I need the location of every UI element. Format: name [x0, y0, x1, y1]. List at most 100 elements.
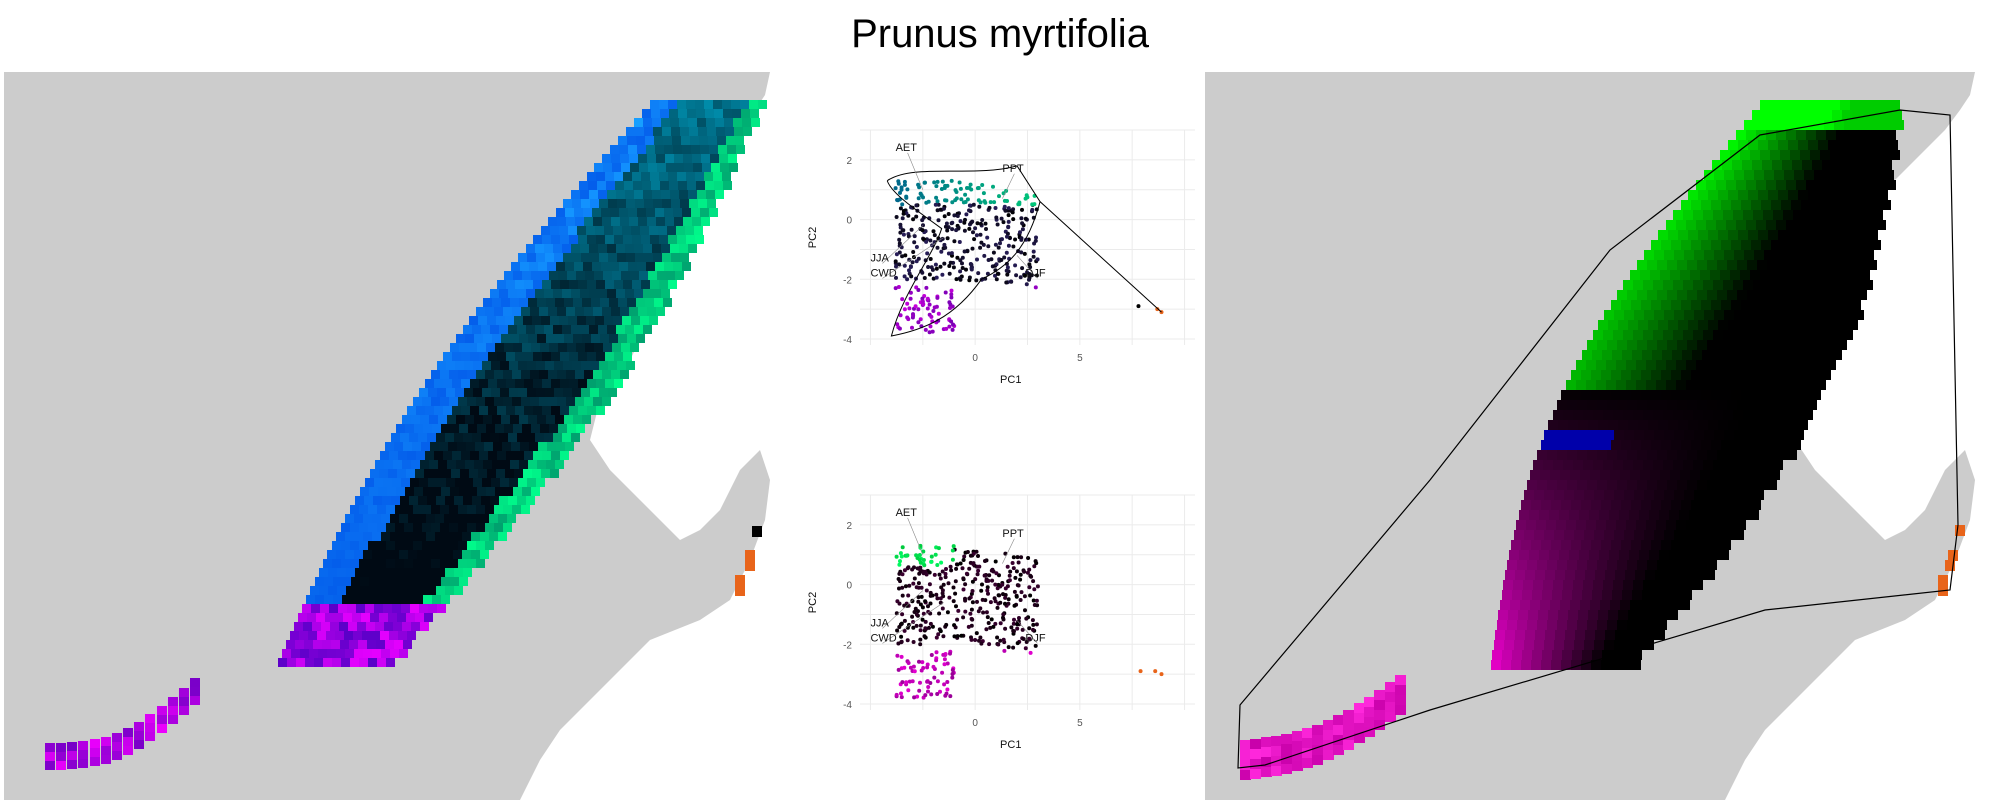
raster-cell [317, 631, 326, 640]
raster-cell [554, 253, 563, 262]
raster-cell [1751, 300, 1761, 310]
raster-cell [394, 640, 403, 649]
raster-cell [1561, 660, 1571, 670]
data-point [1027, 626, 1032, 631]
data-point [905, 187, 910, 192]
raster-cell [1802, 350, 1812, 360]
raster-cell [577, 226, 586, 235]
data-point [918, 642, 923, 647]
raster-cell [743, 127, 752, 136]
data-point [942, 214, 947, 219]
raster-cell [614, 280, 623, 289]
raster-cell [646, 262, 655, 271]
raster-cell [1705, 570, 1715, 580]
raster-cell [1240, 770, 1251, 780]
raster-cell [1534, 490, 1544, 500]
raster-cell [145, 723, 155, 732]
raster-cell [427, 586, 436, 595]
raster-cell [479, 451, 488, 460]
data-point [926, 609, 931, 614]
raster-cell [1570, 470, 1580, 480]
raster-cell [1864, 120, 1874, 130]
raster-cell [1758, 140, 1768, 150]
raster-cell [627, 298, 636, 307]
raster-cell [431, 370, 440, 379]
data-point [967, 186, 972, 190]
raster-cell [548, 370, 557, 379]
raster-cell [1292, 741, 1303, 751]
raster-cell [383, 478, 392, 487]
raster-cell [1811, 370, 1821, 380]
raster-cell [587, 379, 596, 388]
data-point [927, 625, 931, 630]
raster-cell [1620, 600, 1630, 610]
raster-cell [1712, 350, 1722, 360]
raster-cell [482, 361, 491, 370]
raster-cell [1516, 520, 1526, 530]
data-point [950, 557, 955, 562]
raster-cell [544, 244, 553, 253]
raster-cell [1850, 270, 1860, 280]
raster-cell [524, 352, 533, 361]
data-point [935, 208, 940, 213]
raster-cell [403, 442, 412, 451]
raster-cell [1651, 390, 1661, 400]
raster-cell [716, 127, 725, 136]
data-point [995, 635, 1000, 640]
raster-cell [1626, 380, 1636, 390]
data-point [939, 560, 944, 565]
raster-cell [1630, 600, 1640, 610]
raster-cell [518, 478, 527, 487]
raster-cell [1632, 350, 1642, 360]
raster-cell [669, 109, 678, 118]
raster-cell [497, 352, 506, 361]
raster-cell [1797, 260, 1807, 270]
raster-cell [1832, 110, 1842, 120]
data-point [1013, 575, 1018, 580]
data-point [930, 267, 935, 272]
raster-cell [1559, 550, 1569, 560]
raster-cell [521, 505, 530, 514]
data-point [991, 250, 996, 255]
raster-cell [476, 523, 485, 532]
raster-cell [1261, 757, 1272, 767]
raster-cell [1671, 370, 1681, 380]
raster-cell [1721, 370, 1731, 380]
raster-cell [1619, 510, 1629, 520]
raster-cell [567, 343, 576, 352]
raster-cell [1734, 250, 1744, 260]
data-point [1015, 555, 1020, 560]
raster-cell [557, 307, 566, 316]
raster-cell [1854, 250, 1864, 260]
raster-cell [495, 424, 504, 433]
raster-cell [1801, 390, 1811, 400]
data-point [896, 641, 901, 646]
raster-cell [583, 208, 592, 217]
raster-cell [1666, 220, 1676, 230]
raster-cell [1618, 420, 1628, 430]
raster-cell [1842, 110, 1852, 120]
raster-cell [652, 244, 661, 253]
raster-cell [386, 505, 395, 514]
raster-cell [497, 406, 506, 415]
raster-cell [1658, 420, 1668, 430]
data-point [905, 603, 910, 608]
data-point [923, 327, 928, 332]
raster-cell [1717, 400, 1727, 410]
raster-cell [1798, 190, 1808, 200]
data-point [1031, 254, 1036, 259]
raster-cell [1587, 560, 1597, 570]
raster-cell [588, 181, 597, 190]
raster-cell [612, 271, 621, 280]
raster-cell [1618, 610, 1628, 620]
raster-cell [1788, 320, 1798, 330]
data-point [911, 217, 916, 222]
raster-cell [503, 505, 512, 514]
raster-cell [1657, 340, 1667, 350]
raster-cell [364, 586, 373, 595]
raster-cell [615, 181, 624, 190]
data-point [926, 689, 930, 694]
raster-cell [533, 352, 542, 361]
raster-cell [1646, 380, 1656, 390]
raster-cell [1777, 340, 1787, 350]
